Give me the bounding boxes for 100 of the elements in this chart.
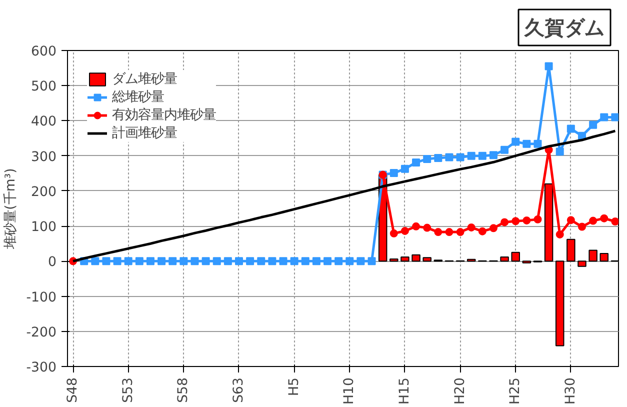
point	[279, 257, 288, 266]
point	[522, 216, 531, 224]
point	[589, 120, 598, 129]
point	[512, 138, 520, 146]
x-tick-label: H10	[342, 377, 358, 404]
point	[102, 257, 110, 266]
chart-title: 久賀ダム	[524, 16, 604, 40]
legend-label: 計画堆砂量	[112, 124, 177, 142]
point	[467, 152, 476, 160]
point	[412, 158, 420, 167]
point	[467, 223, 476, 232]
point	[268, 257, 276, 266]
point	[478, 227, 486, 236]
point	[600, 113, 608, 122]
point	[512, 217, 520, 226]
point	[556, 230, 564, 238]
point	[312, 257, 320, 266]
point	[158, 257, 166, 266]
point	[445, 228, 454, 236]
bar	[555, 260, 564, 346]
legend-label: 総堆砂量	[112, 89, 164, 106]
point	[600, 214, 608, 222]
y-tick-label: -200	[26, 325, 56, 340]
point	[578, 222, 586, 231]
point	[334, 257, 343, 266]
point	[566, 216, 575, 224]
x-tick-label: S48	[66, 378, 81, 403]
y-tick-label: -300	[26, 360, 56, 376]
y-tick-label: 600	[31, 44, 57, 60]
x-tick-label: S58	[176, 378, 192, 403]
bar	[412, 254, 420, 262]
point	[423, 154, 432, 163]
x-tick-label: S53	[120, 378, 136, 403]
point	[500, 218, 509, 226]
point	[324, 257, 332, 266]
point	[202, 257, 210, 266]
point	[135, 257, 144, 266]
point	[456, 228, 464, 236]
y-axis-title: 堆砂量(千m³)	[3, 168, 18, 250]
bar	[588, 250, 598, 262]
point	[434, 154, 442, 162]
point	[146, 257, 154, 266]
point	[534, 140, 542, 148]
bar	[578, 260, 586, 267]
point	[356, 257, 365, 266]
y-tick-label: -100	[26, 290, 56, 306]
y-tick-label: 100	[31, 220, 57, 236]
point	[478, 152, 486, 160]
point	[489, 224, 498, 232]
point	[489, 151, 498, 160]
point	[290, 257, 298, 266]
x-tick-label: S63	[231, 378, 246, 403]
bar	[390, 258, 398, 262]
point	[556, 148, 564, 156]
point	[611, 113, 618, 122]
bar	[566, 238, 576, 262]
point	[224, 257, 232, 266]
point	[124, 257, 132, 266]
point	[301, 257, 310, 266]
bar	[500, 256, 509, 262]
point	[412, 222, 420, 230]
point	[534, 215, 542, 224]
x-tick-label: H5	[286, 377, 302, 396]
bar	[600, 252, 608, 262]
point	[168, 257, 177, 266]
point	[212, 257, 221, 266]
bar	[422, 257, 432, 262]
y-tick-label: 400	[31, 114, 57, 130]
y-tick-label: 500	[31, 80, 57, 95]
point	[423, 224, 432, 232]
point	[368, 257, 376, 266]
point	[390, 229, 398, 238]
point	[91, 257, 100, 266]
point	[589, 216, 598, 225]
legend-label: ダム堆砂量	[112, 71, 177, 88]
point	[390, 169, 398, 178]
y-tick-label: 200	[31, 184, 57, 200]
point	[234, 257, 243, 266]
legend-label: 有効容量内堆砂量	[112, 106, 216, 124]
point	[500, 146, 509, 154]
point	[445, 153, 454, 162]
x-tick-label: H30	[563, 377, 578, 404]
point	[246, 257, 254, 266]
point	[522, 140, 531, 148]
point	[190, 257, 199, 266]
point	[544, 62, 553, 70]
point	[456, 153, 464, 162]
point	[113, 257, 122, 266]
x-tick-label: H15	[397, 377, 412, 404]
point	[400, 226, 409, 235]
bar	[511, 252, 520, 262]
point	[434, 228, 442, 236]
x-tick-label: H20	[452, 377, 468, 404]
y-tick-label: 0	[48, 255, 57, 270]
point	[180, 257, 188, 266]
y-tick-label: 300	[31, 150, 57, 165]
x-tick-label: H25	[508, 377, 524, 404]
point	[566, 124, 575, 133]
bar	[400, 256, 410, 262]
point	[346, 257, 354, 266]
